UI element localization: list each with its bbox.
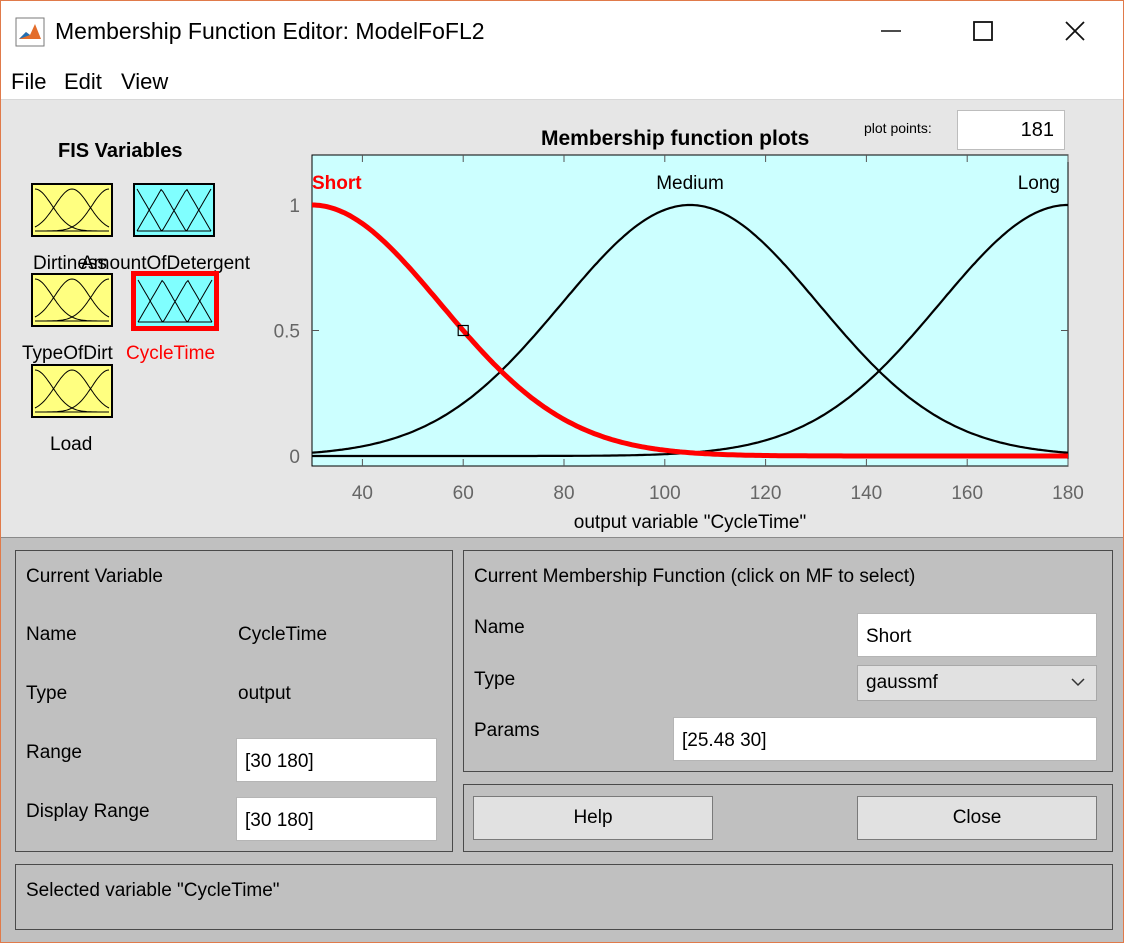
y-tick-label: 0	[289, 447, 300, 468]
minimize-button[interactable]	[861, 11, 921, 51]
current-mf-title: Current Membership Function (click on MF…	[474, 566, 916, 587]
mini-mf-icon	[34, 188, 110, 232]
mini-mf-curve	[34, 369, 110, 409]
close-button[interactable]: Close	[857, 796, 1097, 840]
mf-curve-medium[interactable]	[311, 203, 1069, 454]
current-variable-panel: Current Variable Name CycleTime Type out…	[15, 550, 453, 852]
mf-params-input[interactable]: [25.48 30]	[673, 717, 1097, 761]
fis-variable-cycletime[interactable]	[131, 271, 219, 331]
menu-view[interactable]: View	[121, 69, 169, 94]
var-label-load: Load	[50, 434, 93, 455]
plot-title: Membership function plots	[541, 127, 810, 150]
y-tick-label: 1	[289, 196, 300, 217]
mf-label-short[interactable]: Short	[312, 173, 362, 194]
mf-marker[interactable]	[457, 324, 469, 337]
x-tick-label: 100	[649, 483, 681, 504]
mini-mf-icon	[137, 279, 213, 323]
variable-type-value: output	[238, 683, 291, 704]
plot-points-input[interactable]: 181	[957, 110, 1065, 150]
mf-type-label: Type	[474, 669, 516, 690]
display-range-label: Display Range	[26, 801, 150, 822]
current-mf-panel: Current Membership Function (click on MF…	[463, 550, 1113, 772]
menu-file[interactable]: File	[11, 69, 47, 94]
plot-area	[311, 154, 1069, 467]
close-icon	[1065, 21, 1085, 41]
close-window-button[interactable]	[1045, 11, 1105, 51]
maximize-button[interactable]	[953, 11, 1013, 51]
var-label-dirtiness: Dirtiness	[33, 253, 107, 274]
mf-name-input[interactable]: Short	[857, 613, 1097, 657]
y-tick-label: 0.5	[274, 322, 300, 343]
fis-variable-typeofdirt[interactable]	[31, 273, 113, 327]
mini-mf-curve	[34, 188, 110, 228]
variable-type-label: Type	[26, 683, 68, 704]
mf-label-long[interactable]: Long	[1018, 173, 1060, 194]
status-panel: Selected variable "CycleTime"	[15, 864, 1113, 930]
mini-mf-curve	[34, 278, 110, 318]
current-variable-title: Current Variable	[26, 566, 163, 587]
mf-label-medium[interactable]: Medium	[656, 173, 724, 194]
buttons-panel: Help Close	[463, 784, 1113, 852]
x-tick-label: 80	[553, 483, 574, 504]
x-tick-label: 60	[453, 483, 474, 504]
var-label-amountofdetergent: AmountOfDetergent	[81, 253, 250, 274]
maximize-icon	[973, 21, 993, 41]
var-label-cycletime: CycleTime	[126, 343, 216, 364]
range-label: Range	[26, 742, 82, 763]
mf-type-value: gaussmf	[866, 672, 938, 693]
matlab-icon	[15, 17, 45, 47]
x-axis-label: output variable "CycleTime"	[574, 512, 806, 533]
var-label-typeofdirt: TypeOfDirt	[22, 343, 113, 364]
display-range-input[interactable]: [30 180]	[236, 797, 437, 841]
mf-curve-short[interactable]	[312, 202, 1068, 459]
fis-variable-dirtiness[interactable]	[31, 183, 113, 237]
range-input[interactable]: [30 180]	[236, 738, 437, 782]
mini-mf-icon	[34, 278, 110, 322]
minimize-icon	[881, 30, 901, 32]
menu-bar: File Edit View	[1, 61, 1123, 100]
title-bar: Membership Function Editor: ModelFoFL2	[1, 1, 1123, 61]
mf-name-label: Name	[474, 617, 525, 638]
mf-params-label: Params	[474, 720, 540, 741]
upper-area: FIS Variables Dirtiness AmountOfDetergen…	[1, 100, 1123, 537]
x-tick-label: 140	[851, 483, 883, 504]
menu-edit[interactable]: Edit	[64, 69, 102, 94]
variable-name-label: Name	[26, 624, 77, 645]
status-text: Selected variable "CycleTime"	[26, 880, 280, 901]
help-button[interactable]: Help	[473, 796, 713, 840]
mf-type-select[interactable]: gaussmf	[857, 665, 1097, 701]
variable-name-value: CycleTime	[238, 624, 328, 645]
fis-variable-load[interactable]	[31, 364, 113, 418]
mini-mf-icon	[136, 188, 212, 232]
x-tick-label: 40	[352, 483, 373, 504]
membership-function-plot[interactable]: 40 60 80 100 120 140 160 180 0 0.5 1 output variabl…	[1, 100, 1123, 537]
x-tick-label: 180	[1052, 483, 1084, 504]
x-tick-label: 160	[951, 483, 983, 504]
plot-points-label: plot points:	[864, 120, 932, 136]
fis-variable-amountofdetergent[interactable]	[133, 183, 215, 237]
mini-mf-icon	[34, 369, 110, 413]
fis-variables-title: FIS Variables	[58, 140, 183, 162]
lower-area: Current Variable Name CycleTime Type out…	[1, 537, 1123, 942]
window-title: Membership Function Editor: ModelFoFL2	[55, 18, 485, 44]
chevron-down-icon	[1071, 678, 1085, 687]
x-tick-label: 120	[750, 483, 782, 504]
